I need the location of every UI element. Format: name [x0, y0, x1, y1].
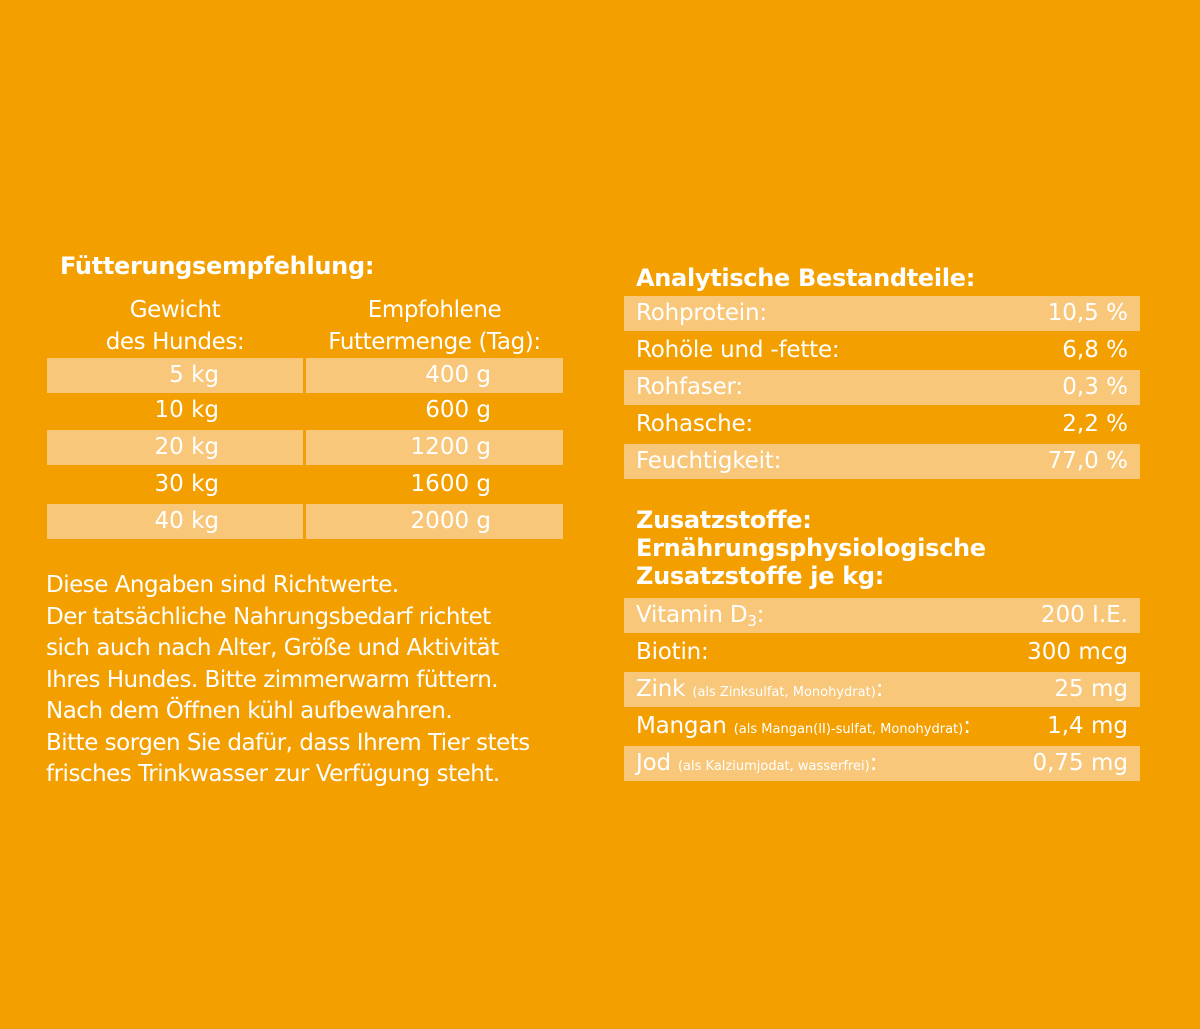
feeding-row-amount: 1200 g	[306, 430, 563, 465]
analytic-row: Feuchtigkeit: 77,0 %	[624, 444, 1140, 479]
additive-label: Mangan (als Mangan(II)-sulfat, Monohydra…	[636, 709, 971, 747]
feeding-header-amount-line1: Empfohlene	[367, 297, 502, 323]
additive-value: 0,75 mg	[1032, 750, 1128, 776]
additives-title: Zusatzstoffe:	[636, 506, 812, 534]
analytic-row: Rohfaser: 0,3 %	[624, 370, 1140, 405]
weight-value: 10 kg	[154, 397, 220, 423]
additive-label: Jod (als Kalziumjodat, wasserfrei):	[636, 746, 877, 784]
additive-colon: :	[756, 602, 765, 628]
feeding-row-weight: 10 kg	[47, 393, 303, 428]
analytic-title: Analytische Bestandteile:	[636, 264, 976, 292]
feeding-header-amount: Empfohlene Futtermenge (Tag):	[306, 294, 563, 358]
additive-label: Vitamin D3:	[636, 598, 764, 633]
weight-value: 40 kg	[154, 508, 220, 534]
additive-row: Mangan (als Mangan(II)-sulfat, Monohydra…	[624, 709, 1140, 744]
analytic-value: 0,3 %	[1062, 374, 1128, 400]
additives-subtitle: Zusatzstoffe je kg:	[636, 562, 885, 590]
additive-row: Zink (als Zinksulfat, Monohydrat): 25 mg	[624, 672, 1140, 707]
additive-detail: (als Zinksulfat, Monohydrat)	[692, 685, 876, 700]
additive-label: Biotin:	[636, 639, 709, 665]
additive-colon: :	[875, 676, 884, 702]
additive-colon: :	[963, 713, 971, 739]
analytic-row: Rohprotein: 10,5 %	[624, 296, 1140, 331]
note-line: Bitte sorgen Sie dafür, dass Ihrem Tier …	[46, 729, 530, 756]
feeding-row-weight: 40 kg	[47, 504, 303, 539]
feeding-header-amount-line2: Futtermenge (Tag):	[328, 329, 541, 355]
feeding-row-amount: 2000 g	[306, 504, 563, 539]
amount-value: 2000 g	[410, 508, 491, 534]
feeding-row-weight: 20 kg	[47, 430, 303, 465]
analytic-value: 2,2 %	[1062, 411, 1128, 437]
analytic-label: Rohfaser:	[636, 374, 743, 400]
additive-detail: (als Mangan(II)-sulfat, Monohydrat)	[733, 722, 964, 737]
additive-row: Vitamin D3: 200 I.E.	[624, 598, 1140, 633]
amount-value: 1600 g	[410, 471, 491, 497]
additive-value: 1,4 mg	[1047, 713, 1128, 739]
feeding-note: Diese Angaben sind Richtwerte. Der tatsä…	[46, 570, 606, 791]
additive-value: 300 mcg	[1027, 639, 1128, 665]
additive-value: 200 I.E.	[1040, 602, 1128, 628]
additive-name: Vitamin D	[636, 602, 748, 628]
additive-name: Mangan	[636, 713, 727, 739]
feeding-row-weight: 30 kg	[47, 467, 303, 502]
analytic-label: Rohprotein:	[636, 300, 767, 326]
feeding-row-amount: 1600 g	[306, 467, 563, 502]
additive-label: Zink (als Zinksulfat, Monohydrat):	[636, 672, 884, 710]
feeding-row-amount: 400 g	[306, 358, 563, 393]
additive-name: Zink	[636, 676, 686, 702]
additive-colon: :	[869, 750, 878, 776]
additives-subtitle: Ernährungsphysiologische	[636, 534, 986, 562]
additive-subscript: 3	[747, 612, 757, 630]
feeding-row-amount: 600 g	[306, 393, 563, 428]
amount-value: 400 g	[425, 362, 491, 388]
analytic-label: Rohasche:	[636, 411, 753, 437]
amount-value: 1200 g	[410, 434, 491, 460]
note-line: sich auch nach Alter, Größe und Aktivitä…	[46, 635, 499, 661]
note-line: frisches Trinkwasser zur Verfügung steht…	[46, 761, 500, 787]
note-line: Ihres Hundes. Bitte zimmerwarm füttern.	[46, 666, 499, 693]
feeding-row-weight: 5 kg	[47, 358, 303, 393]
weight-value: 5 kg	[169, 362, 219, 388]
weight-value: 20 kg	[154, 434, 220, 460]
analytic-label: Feuchtigkeit:	[636, 448, 782, 474]
analytic-value: 77,0 %	[1047, 448, 1128, 474]
note-line: Der tatsächliche Nahrungsbedarf richtet	[46, 603, 491, 630]
analytic-row: Rohöle und -fette: 6,8 %	[624, 333, 1140, 368]
feeding-header-weight-line2: des Hundes:	[105, 329, 245, 355]
additive-detail: (als Kalziumjodat, wasserfrei)	[677, 759, 870, 774]
additive-name: Jod	[636, 750, 671, 776]
analytic-value: 10,5 %	[1047, 300, 1128, 326]
amount-value: 600 g	[425, 397, 491, 423]
analytic-row: Rohasche: 2,2 %	[624, 407, 1140, 442]
additive-row: Jod (als Kalziumjodat, wasserfrei): 0,75…	[624, 746, 1140, 781]
feeding-header-weight: Gewicht des Hundes:	[47, 294, 303, 358]
analytic-label: Rohöle und -fette:	[636, 337, 840, 363]
additive-row: Biotin: 300 mcg	[624, 635, 1140, 670]
feeding-header-weight-line1: Gewicht	[129, 297, 221, 323]
note-line: Diese Angaben sind Richtwerte.	[46, 572, 399, 598]
additive-value: 25 mg	[1054, 676, 1128, 702]
weight-value: 30 kg	[154, 471, 220, 497]
feeding-title: Fütterungsempfehlung:	[60, 252, 375, 280]
note-line: Nach dem Öffnen kühl aufbewahren.	[46, 698, 453, 724]
analytic-value: 6,8 %	[1062, 337, 1128, 363]
